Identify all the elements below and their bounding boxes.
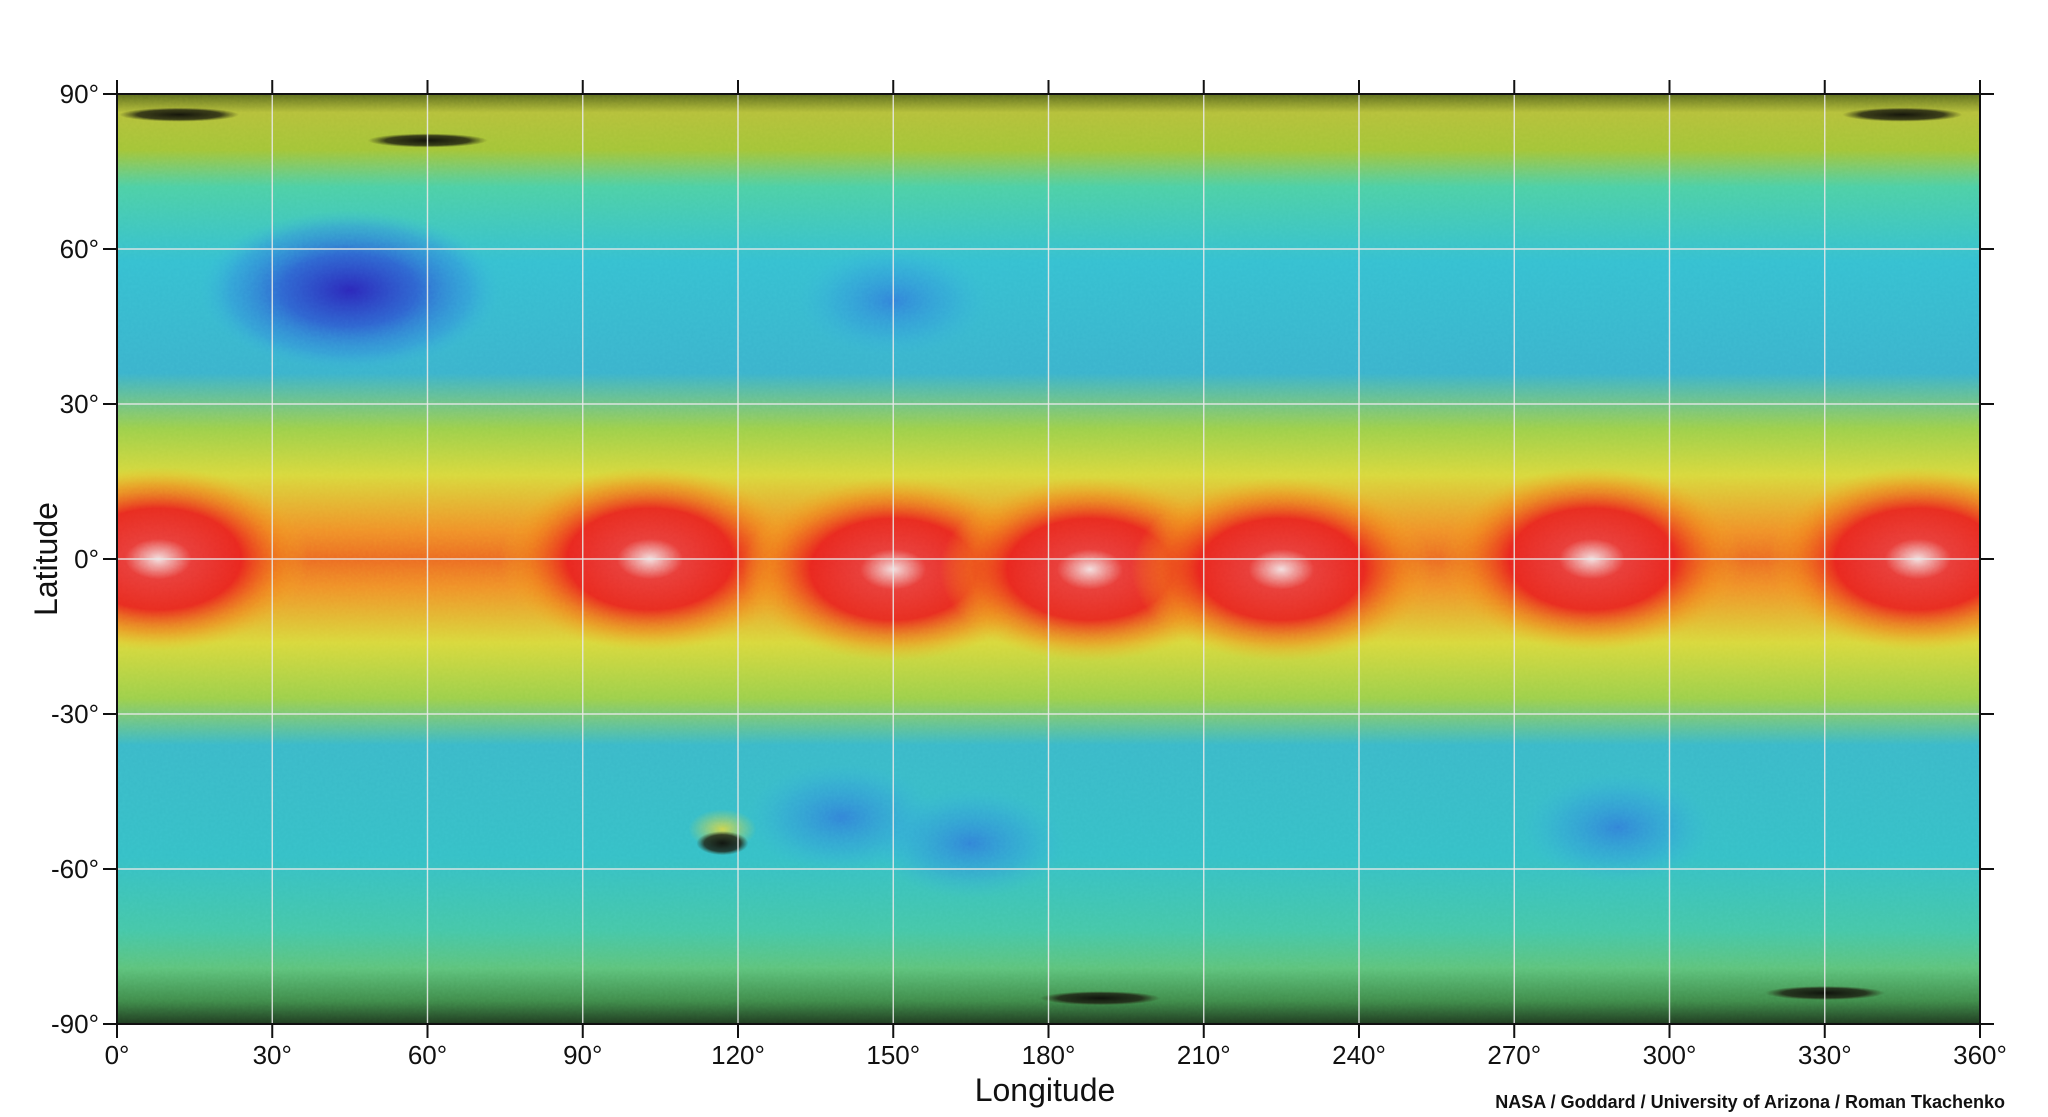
- x-tick-label: 60°: [408, 1040, 447, 1070]
- y-tick-label: 90°: [60, 79, 99, 109]
- y-tick-label: 0°: [74, 544, 99, 574]
- coordinate-grid: [117, 94, 1980, 1024]
- y-tick-label: 30°: [60, 389, 99, 419]
- y-tick-label: -90°: [51, 1009, 99, 1039]
- x-tick-label: 90°: [563, 1040, 602, 1070]
- x-tick-label: 360°: [1953, 1040, 2007, 1070]
- y-tick-label: 60°: [60, 234, 99, 264]
- x-tick-label: 300°: [1643, 1040, 1697, 1070]
- y-tick-label: -60°: [51, 854, 99, 884]
- x-axis-title: Longitude: [975, 1072, 1116, 1108]
- x-tick-label: 240°: [1332, 1040, 1386, 1070]
- y-tick-label: -30°: [51, 699, 99, 729]
- x-tick-label: 210°: [1177, 1040, 1231, 1070]
- y-axis-title: Latitude: [28, 502, 64, 616]
- longitude-axis: 0° 30° 60° 90° 120° 150° 180° 210° 240° 270° 300° 3…: [105, 80, 2007, 1070]
- x-tick-label: 330°: [1798, 1040, 1852, 1070]
- x-tick-label: 30°: [253, 1040, 292, 1070]
- x-tick-label: 270°: [1487, 1040, 1541, 1070]
- x-tick-label: 180°: [1022, 1040, 1076, 1070]
- image-credit: NASA / Goddard / University of Arizona /…: [1495, 1092, 2005, 1112]
- x-tick-label: 120°: [711, 1040, 765, 1070]
- latitude-axis: 90° 60° 30° 0° -30° -60° -90°: [51, 79, 1994, 1039]
- x-tick-label: 150°: [866, 1040, 920, 1070]
- x-tick-label: 0°: [105, 1040, 130, 1070]
